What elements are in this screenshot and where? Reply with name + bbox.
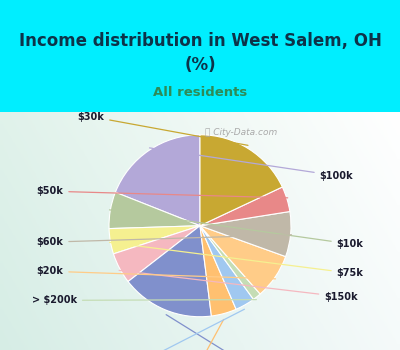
Text: $125k: $125k (166, 315, 267, 350)
Wedge shape (115, 135, 200, 226)
Text: $50k: $50k (36, 186, 288, 198)
Wedge shape (200, 187, 290, 226)
Text: > $200k: > $200k (32, 295, 256, 305)
Text: $40k: $40k (128, 309, 244, 350)
Text: $100k: $100k (150, 148, 353, 181)
Wedge shape (200, 226, 254, 309)
Wedge shape (128, 226, 212, 317)
Text: $30k: $30k (77, 112, 248, 145)
Wedge shape (109, 226, 200, 254)
Wedge shape (114, 226, 200, 281)
Text: All residents: All residents (153, 86, 247, 99)
Text: $200k: $200k (179, 320, 224, 350)
Text: $60k: $60k (36, 235, 292, 247)
Wedge shape (200, 135, 282, 226)
Text: Income distribution in West Salem, OH
(%): Income distribution in West Salem, OH (%… (18, 32, 382, 74)
Text: $150k: $150k (119, 270, 358, 302)
Wedge shape (200, 211, 291, 257)
Text: ⓘ City-Data.com: ⓘ City-Data.com (205, 128, 277, 137)
Text: $75k: $75k (110, 242, 364, 278)
Wedge shape (200, 226, 260, 299)
Wedge shape (109, 192, 200, 229)
Wedge shape (200, 226, 286, 294)
Wedge shape (200, 226, 236, 316)
Text: $20k: $20k (36, 266, 276, 279)
Text: $10k: $10k (110, 210, 364, 249)
